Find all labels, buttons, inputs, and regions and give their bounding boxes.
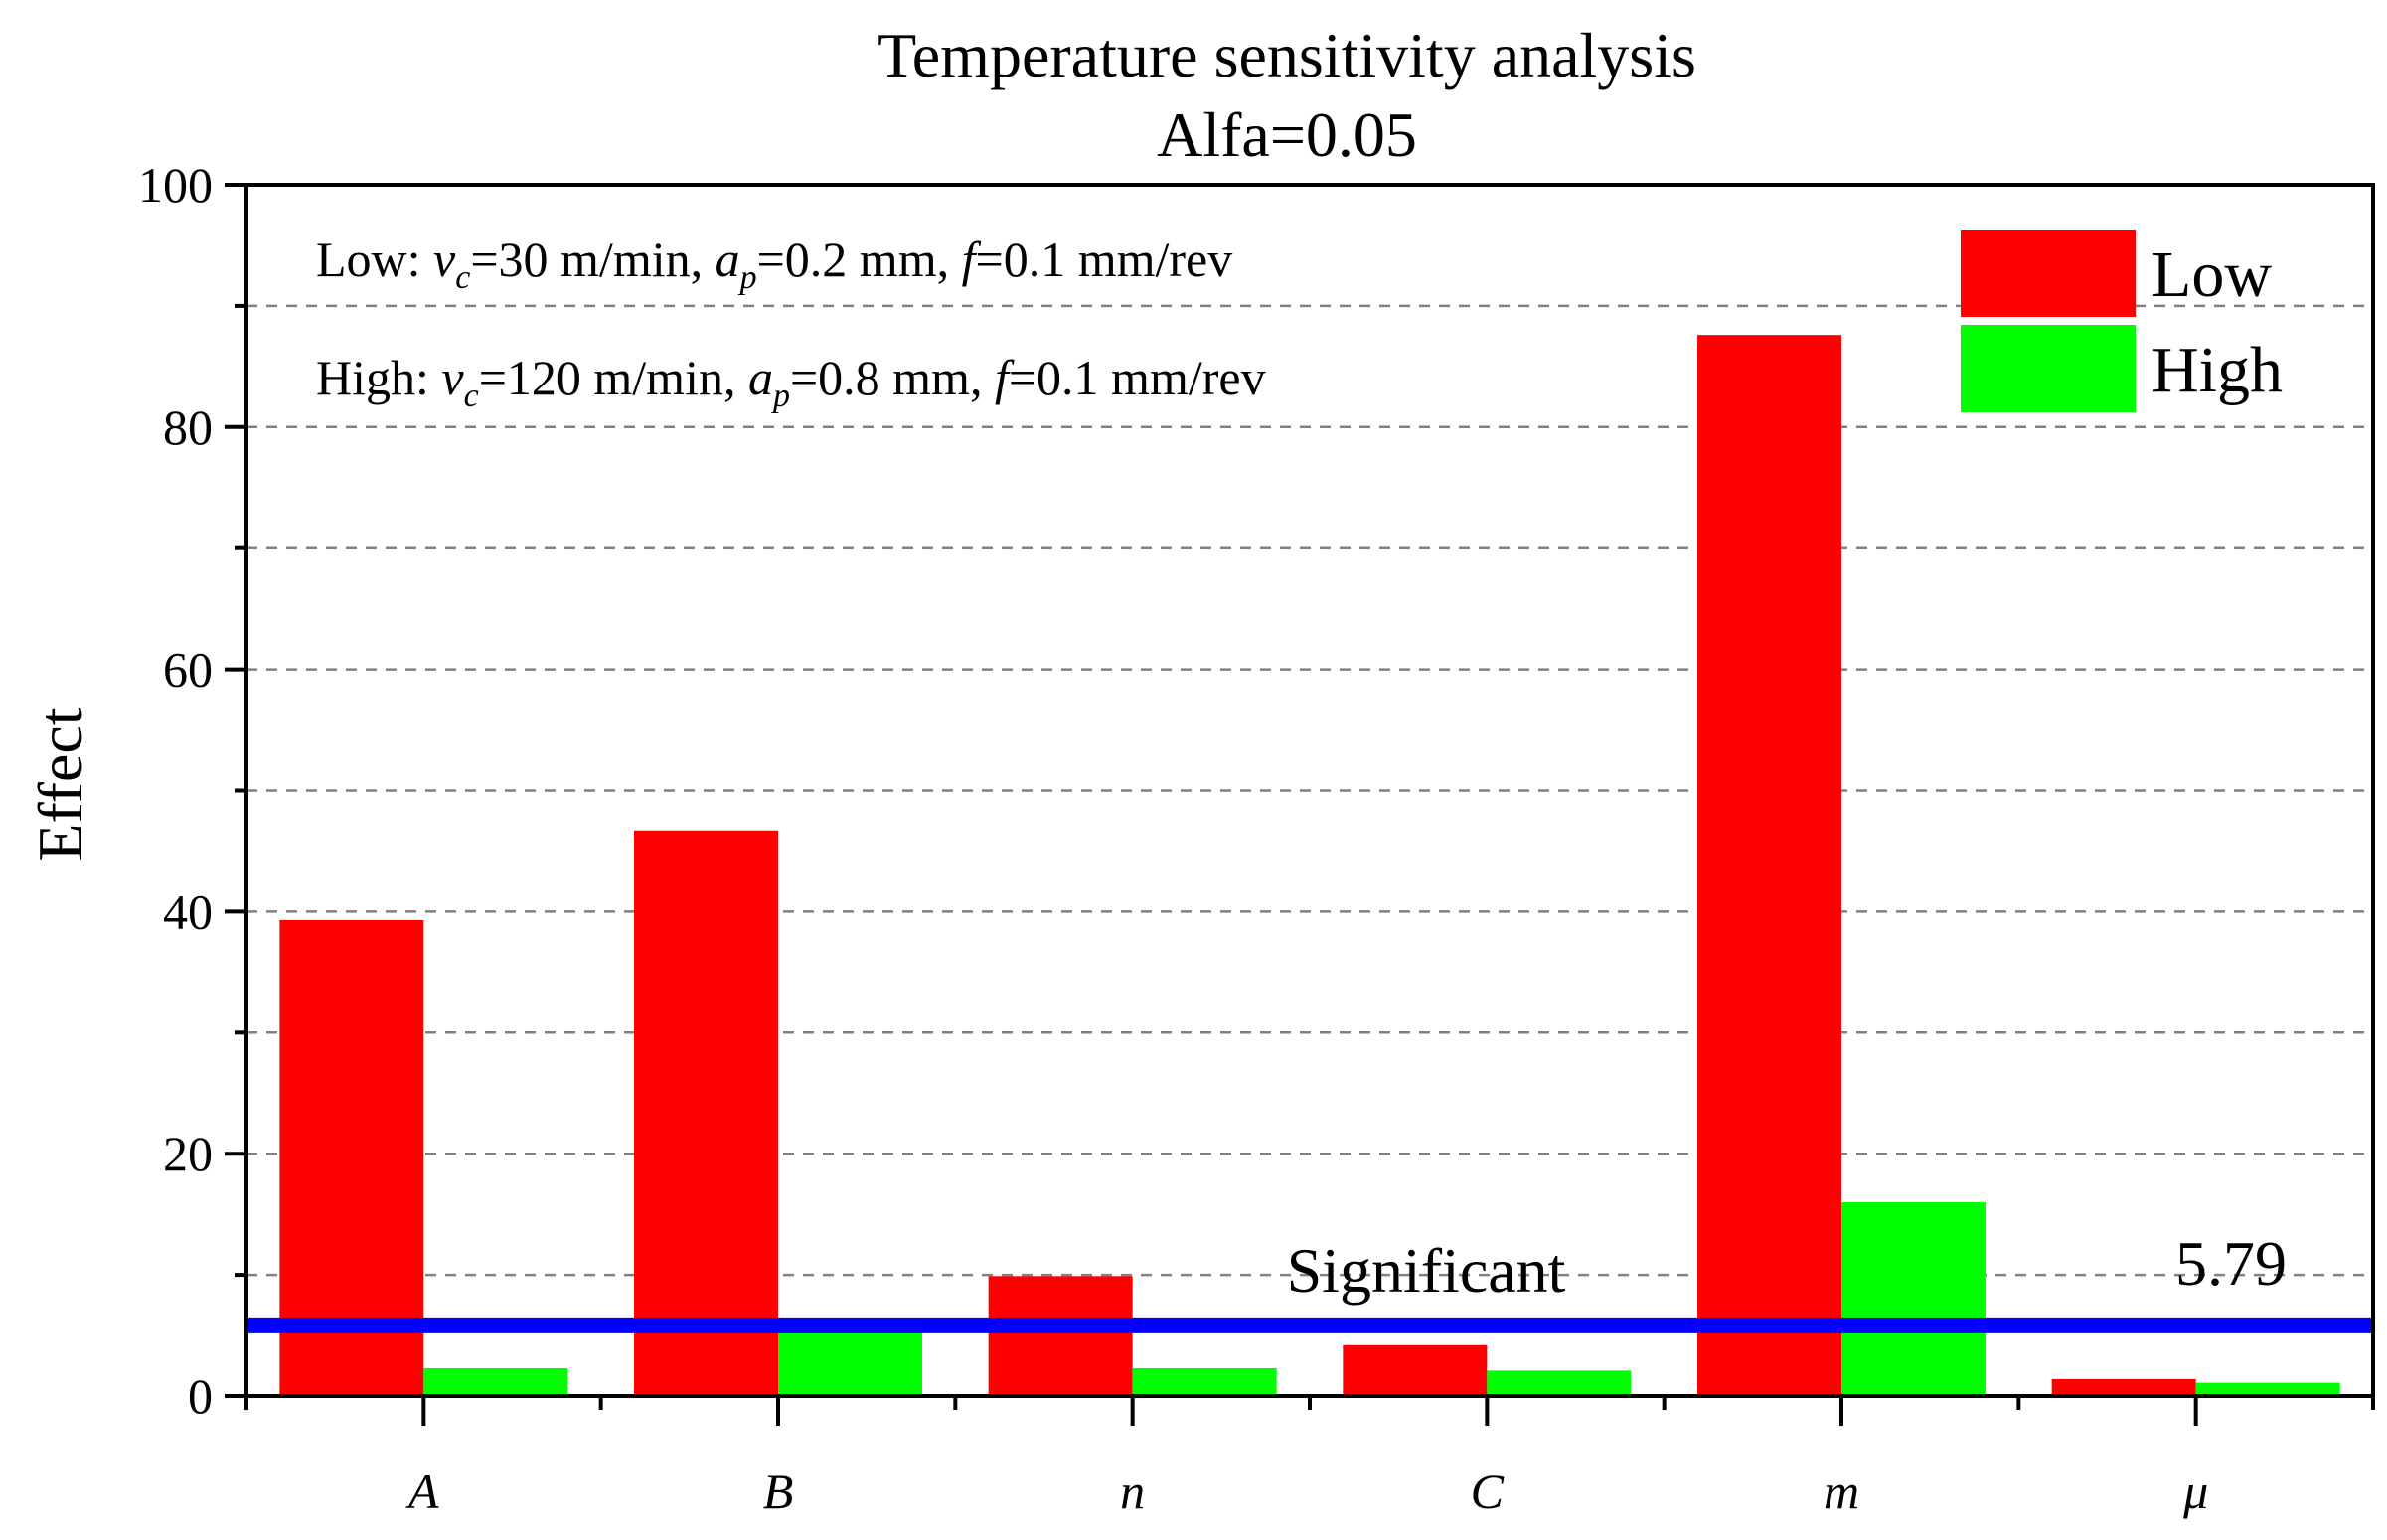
legend-label-high: High — [2151, 334, 2283, 406]
chart-subtitle: Alfa=0.05 — [1157, 99, 1417, 170]
bar-high — [1841, 1201, 1986, 1396]
legend-label-low: Low — [2151, 238, 2272, 311]
threshold-value-label: 5.79 — [2175, 1228, 2287, 1299]
bar-high — [778, 1327, 922, 1396]
x-tick-label: n — [1120, 1463, 1145, 1519]
bar-low — [634, 830, 778, 1396]
legend-swatch-low — [1961, 230, 2136, 317]
bar-low — [1343, 1344, 1488, 1396]
gridlines — [246, 304, 2373, 1277]
y-tick-label: 60 — [163, 642, 213, 697]
y-axis-label: Effect — [25, 707, 95, 861]
bar-high — [1487, 1370, 1632, 1396]
bar-low — [1697, 335, 1841, 1396]
bar-low — [279, 919, 424, 1396]
low-conditions-annotation: Low: vc=30 m/min, ap=0.2 mm, f=0.1 mm/re… — [316, 231, 1232, 296]
significance-label: Significant — [1287, 1235, 1566, 1306]
bar-high — [423, 1367, 568, 1396]
x-tick-label: μ — [2182, 1463, 2208, 1519]
chart-title: Temperature sensitivity analysis — [877, 20, 1696, 90]
bar-high — [1132, 1367, 1277, 1396]
x-tick-label: A — [405, 1463, 439, 1519]
x-tick-label: m — [1824, 1463, 1859, 1519]
legend: Low High — [1961, 230, 2283, 412]
bar-low — [988, 1276, 1133, 1396]
y-tick-label: 100 — [138, 157, 213, 213]
legend-swatch-high — [1961, 325, 2136, 412]
bars — [279, 335, 2340, 1396]
x-tick-label: B — [763, 1463, 794, 1519]
bar-high — [2195, 1382, 2340, 1396]
x-tick-label: C — [1471, 1463, 1505, 1519]
y-tick-label: 80 — [163, 399, 213, 455]
y-tick-label: 40 — [163, 883, 213, 939]
high-conditions-annotation: High: vc=120 m/min, ap=0.8 mm, f=0.1 mm/… — [316, 350, 1266, 414]
bar-low — [2051, 1378, 2196, 1396]
y-tick-label: 0 — [188, 1368, 213, 1424]
y-tick-label: 20 — [163, 1126, 213, 1181]
